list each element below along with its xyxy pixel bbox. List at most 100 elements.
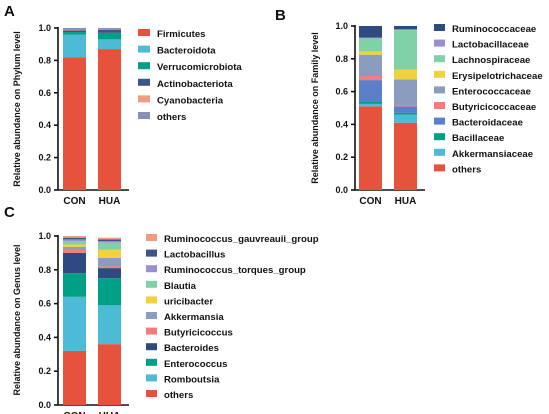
y-axis-title: Relative abundance on Phylum level [12,31,22,187]
legend-swatch [434,86,445,94]
legend-swatch [146,280,157,288]
y-tick-label: 0.4 [38,120,51,130]
bar-segment [63,237,86,240]
bar-segment [63,273,86,297]
legend-label: Erysipelotrichaceae [452,71,543,82]
y-axis-title: Relative abundance on Genus level [12,244,22,395]
bar-segment [394,122,417,190]
bar-segment [63,57,86,190]
legend-swatch [146,234,157,241]
bar-segment [63,28,86,30]
y-tick-label: 0.0 [38,400,51,410]
legend-label: Butyricicoccus [164,328,233,339]
bar-segment [98,237,121,240]
y-tick-label: 0.0 [38,185,51,195]
bar-segment [394,29,417,31]
bar-segment [359,80,382,102]
bar-segment [63,350,86,405]
legend-swatch [146,249,157,257]
bar-segment [63,34,86,58]
legend-swatch [146,343,157,351]
y-tick-label: 0.0 [335,185,348,195]
legend-swatch [434,148,445,156]
bar-segment [98,49,121,191]
legend-swatch [434,117,445,125]
bar-segment [98,39,121,50]
y-tick-label: 0.6 [38,299,51,309]
bar-segment [98,257,121,267]
legend-swatch [434,102,445,109]
legend-swatch [434,24,445,31]
legend-swatch [146,374,157,382]
legend-swatch [146,296,157,304]
legend-label: Lachnospiraceae [452,55,530,66]
y-tick-label: 0.4 [38,332,51,342]
bar-segment [394,105,417,107]
y-tick-label: 0.6 [335,87,348,97]
legend-swatch [146,358,157,366]
bar-segment [394,69,417,80]
panel-label: B [275,7,286,24]
legend-swatch [434,55,445,63]
y-tick-label: 0.8 [38,55,51,65]
legend-swatch [138,112,150,119]
x-category-label: HUA [99,411,121,414]
y-tick-label: 0.4 [335,119,348,129]
bar-segment [98,28,121,30]
bar-segment [63,32,86,35]
legend-label: Firmicutes [157,29,206,40]
legend-label: Butyricicoccaceae [452,102,536,113]
legend-label: Actinobacteriota [157,79,233,90]
legend-label: Bacteroidaceae [452,118,523,129]
bar-segment [359,37,382,39]
x-category-label: CON [359,196,381,207]
bar-segment [394,106,417,113]
x-category-label: HUA [99,196,121,207]
bar-segment [63,239,86,242]
legend-swatch [146,390,157,397]
y-axis-title: Relative abundance on Family level [310,32,320,184]
bar-segment [98,266,121,269]
legend-swatch [138,62,150,70]
legend-swatch [146,265,157,273]
x-category-label: HUA [395,196,417,207]
legend-label: Blautia [164,281,197,292]
legend-swatch [434,133,445,141]
bar-segment [98,29,121,33]
y-tick-label: 0.2 [38,153,51,163]
y-tick-label: 1.0 [38,23,51,33]
legend-label: Ruminococcus_gauvreauii_group [164,234,319,245]
bar-segment [63,296,86,351]
bar-segment [359,54,382,77]
bar-segment [359,76,382,81]
bar-segment [359,51,382,55]
legend-swatch [138,45,150,53]
y-tick-label: 0.2 [335,152,348,162]
y-tick-label: 1.0 [38,231,51,241]
bar-segment [394,114,417,123]
legend-label: Bacteroides [164,343,219,354]
bar-segment [359,103,382,107]
legend-label: others [157,112,186,123]
legend-label: Enterococcus [164,359,227,370]
bar-segment [394,30,417,70]
bar-segment [98,249,121,258]
legend-swatch [138,78,150,86]
panel-label: A [4,3,15,20]
bar-segment [63,236,86,238]
legend-swatch [138,29,150,36]
x-category-label: CON [63,411,85,414]
legend-swatch [434,39,445,47]
bar-segment [394,112,417,115]
legend-swatch [146,327,157,335]
chart-panel-b: B 0.0 0.2 0.4 0.6 0.8 1.0 Relative abundance on… [275,7,543,207]
bar-segment [359,101,382,104]
legend-label: Ruminococcaceae [452,24,536,35]
bar-segment [359,26,382,38]
legend-swatch [146,312,157,319]
chart-panel-a: A 0.0 0.2 0.4 0.6 0.8 1.0 Relative abundance on… [4,3,242,207]
bar-segment [63,244,86,247]
y-tick-label: 0.2 [38,366,51,376]
legend-label: Cyanobacteria [157,95,224,106]
